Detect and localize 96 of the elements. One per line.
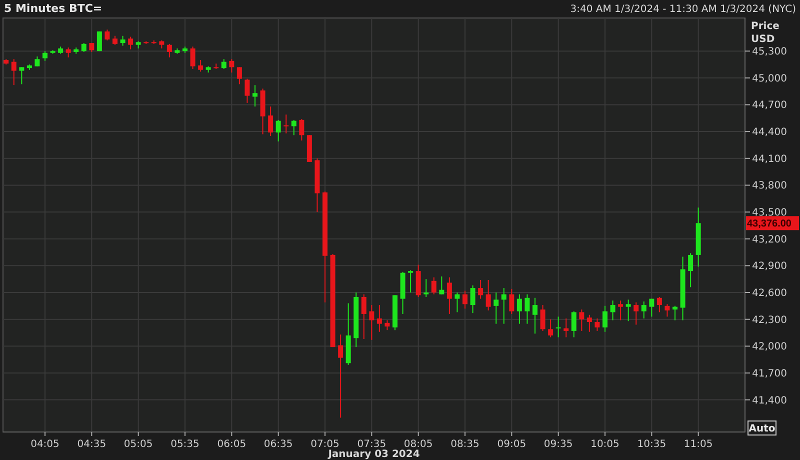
candlestick — [34, 56, 40, 67]
x-tick-label: 08:05 — [404, 439, 433, 450]
x-tick-label: 06:35 — [264, 439, 293, 450]
candlestick — [376, 304, 382, 332]
y-tick-label: 43,800 — [752, 180, 787, 192]
x-tick-label: 10:05 — [590, 439, 620, 450]
candlestick — [579, 309, 584, 332]
candlestick — [641, 300, 646, 319]
x-tick-label: 06:05 — [217, 439, 246, 450]
candlestick — [516, 294, 522, 324]
candlestick — [42, 50, 48, 62]
candlestick — [338, 334, 344, 418]
chart-subtitle: 3:40 AM 1/3/2024 - 11:30 AM 1/3/2024 (NYC) — [570, 4, 796, 15]
candlestick — [431, 276, 436, 295]
x-tick-label: 07:35 — [357, 439, 386, 450]
candlestick — [369, 304, 374, 340]
chart-title: 5 Minutes BTC= — [4, 2, 102, 15]
y-tick-label: 45,300 — [752, 46, 787, 58]
candlestick — [478, 279, 484, 300]
candlestick — [66, 47, 71, 58]
text: 43,376.00 — [747, 218, 792, 230]
candlestick — [688, 252, 694, 288]
candlestick — [229, 58, 234, 74]
candlestick — [166, 43, 172, 58]
candlestick — [470, 284, 476, 314]
candlestick — [494, 292, 499, 324]
y-tick-label: 42,900 — [752, 261, 787, 272]
candlestick — [128, 36, 134, 50]
candlestick — [602, 305, 608, 332]
candlestick — [384, 320, 390, 331]
candlestick — [626, 299, 631, 322]
candlestick — [454, 292, 460, 313]
y-tick-label: 43,200 — [752, 234, 787, 246]
candlestick — [618, 300, 624, 321]
candlestick — [19, 66, 24, 85]
candlestick — [586, 314, 592, 332]
y-tick-label: 42,000 — [752, 342, 787, 353]
text: Auto — [748, 424, 776, 434]
candlestick — [540, 304, 546, 332]
candlestick — [501, 288, 506, 324]
candlestick — [532, 297, 538, 334]
x-tick-label: 05:05 — [124, 439, 153, 450]
candlestick — [649, 298, 654, 318]
candlestick — [524, 294, 530, 324]
candlestick — [664, 304, 670, 318]
y-axis-title: Price USD — [751, 21, 780, 45]
candlestick — [104, 29, 110, 41]
x-tick-label: 08:35 — [450, 439, 480, 450]
candlestick — [190, 46, 196, 70]
x-tick-label: 04:35 — [77, 439, 106, 450]
candlestick — [120, 35, 126, 46]
y-tick-label: 42,600 — [752, 288, 787, 300]
candlestick — [439, 276, 444, 295]
candlestick — [548, 318, 554, 338]
candlestick — [198, 60, 204, 72]
candlestick — [509, 288, 514, 314]
y-tick-label: 42,300 — [752, 314, 787, 326]
y-tick-label: 41,400 — [752, 395, 787, 406]
candlestick — [361, 294, 366, 340]
candlestick — [610, 300, 616, 321]
candlestick — [672, 305, 678, 321]
x-axis-title: January 03 2024 — [327, 449, 420, 460]
x-tick-label: 05:35 — [170, 439, 200, 450]
candlestick — [446, 276, 452, 314]
y-tick-label: 44,100 — [752, 154, 787, 165]
x-tick-label: 09:35 — [544, 439, 573, 450]
candlestick — [634, 302, 639, 326]
candlestick — [252, 84, 258, 108]
y-tick-label: 41,700 — [752, 368, 787, 380]
y-tick-label: 45,000 — [752, 73, 787, 84]
candlestick — [594, 318, 600, 332]
candlestick — [571, 310, 576, 338]
candlestick — [556, 316, 561, 338]
candlestick — [11, 58, 16, 86]
candlestick — [244, 78, 250, 104]
candlestick — [656, 296, 662, 313]
candlestick — [424, 278, 429, 298]
candlestick — [268, 106, 274, 137]
candlestick — [221, 58, 226, 70]
x-tick-label: 10:35 — [637, 439, 666, 450]
y-tick-label: 44,400 — [752, 127, 787, 138]
candlestick — [236, 66, 242, 85]
y-tick-label: 44,700 — [752, 100, 787, 112]
candlestick — [276, 119, 281, 142]
candlestick — [299, 118, 304, 141]
x-tick-label: 11:05 — [684, 439, 713, 450]
candlestick — [291, 119, 296, 136]
candlestick — [564, 318, 569, 338]
y-tick-label: 43,500 — [752, 208, 787, 219]
x-tick-label: 04:05 — [30, 439, 60, 450]
candlestick — [284, 114, 289, 134]
x-tick-label: 09:05 — [497, 439, 526, 450]
candlestick — [408, 270, 414, 294]
candlestick — [486, 279, 491, 311]
candlestick — [462, 290, 468, 310]
x-tick-label: 07:05 — [310, 439, 340, 450]
